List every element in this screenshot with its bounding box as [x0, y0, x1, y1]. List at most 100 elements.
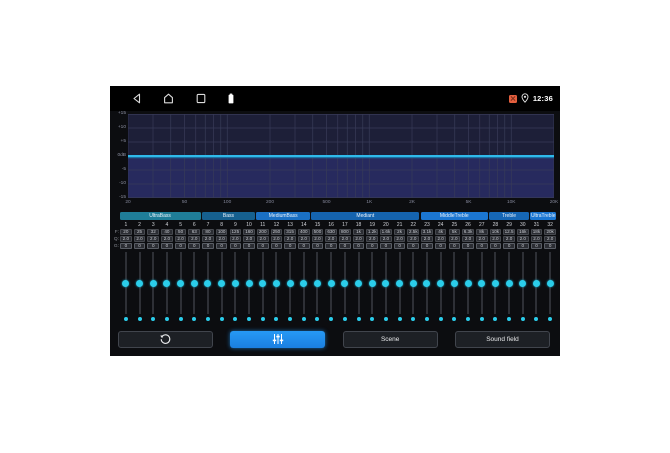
slider-thumb-icon[interactable] — [532, 280, 540, 287]
slider-thumb-icon[interactable] — [177, 280, 185, 287]
band-gain-slider[interactable] — [119, 252, 133, 324]
band-gain-value: 0 — [448, 243, 461, 249]
slider-thumb-icon[interactable] — [478, 280, 486, 287]
slider-thumb-icon[interactable] — [272, 280, 280, 287]
sound-field-button[interactable]: Sound field — [454, 331, 550, 348]
slider-min-dot-icon — [397, 317, 402, 321]
band-gain-slider[interactable] — [530, 252, 544, 324]
band-q-row: 2.0 2.0 2.0 2.0 2.0 2.0 2.0 2.0 2.0 2.0 2.0 2.0 2.0 2… — [119, 236, 557, 242]
slider-thumb-icon[interactable] — [368, 280, 376, 287]
scene-button-label: Scene — [380, 336, 400, 343]
band-number: 18 — [355, 221, 362, 228]
y-axis-tick-label: +15 — [117, 111, 126, 116]
slider-thumb-icon[interactable] — [218, 280, 226, 287]
band-gain-slider[interactable] — [187, 252, 201, 324]
slider-thumb-icon[interactable] — [450, 280, 458, 287]
band-gain-slider[interactable] — [270, 252, 284, 324]
slider-thumb-icon[interactable] — [245, 280, 253, 287]
slider-thumb-icon[interactable] — [204, 280, 212, 287]
slider-thumb-icon[interactable] — [423, 280, 431, 287]
band-gain-slider[interactable] — [379, 252, 393, 324]
slider-thumb-icon[interactable] — [437, 280, 445, 287]
sound-field-button-label: Sound field — [486, 336, 519, 343]
slider-thumb-icon[interactable] — [122, 280, 130, 287]
band-column: 20k — [543, 229, 557, 235]
x-axis-tick-label: 50 — [181, 200, 188, 205]
band-gain-value: 0 — [434, 243, 447, 249]
slider-thumb-icon[interactable] — [505, 280, 513, 287]
band-gain-slider[interactable] — [256, 252, 270, 324]
band-column: 2.5k — [406, 229, 420, 235]
band-gain-slider[interactable] — [283, 252, 297, 324]
band-q-value: 2.0 — [434, 236, 447, 242]
slider-thumb-icon[interactable] — [382, 280, 390, 287]
band-frequency-value: 1k — [352, 229, 365, 235]
home-icon[interactable] — [163, 93, 174, 104]
band-gain-slider[interactable] — [420, 252, 434, 324]
slider-thumb-icon[interactable] — [190, 280, 198, 287]
band-gain-slider[interactable] — [502, 252, 516, 324]
band-gain-slider[interactable] — [406, 252, 420, 324]
slider-thumb-icon[interactable] — [396, 280, 404, 287]
band-gain-slider[interactable] — [461, 252, 475, 324]
band-gain-slider[interactable] — [516, 252, 530, 324]
band-gain-slider[interactable] — [338, 252, 352, 324]
band-gain-value: 0 — [311, 243, 324, 249]
band-q-value: 2.0 — [366, 236, 379, 242]
band-column: 3 — [146, 221, 160, 228]
slider-thumb-icon[interactable] — [259, 280, 267, 287]
band-gain-slider[interactable] — [489, 252, 503, 324]
slider-thumb-icon[interactable] — [327, 280, 335, 287]
band-gain-slider[interactable] — [133, 252, 147, 324]
slider-thumb-icon[interactable] — [491, 280, 499, 287]
band-column: 0 — [270, 243, 284, 249]
slider-thumb-icon[interactable] — [355, 280, 363, 287]
band-gain-slider[interactable] — [365, 252, 379, 324]
band-gain-slider[interactable] — [434, 252, 448, 324]
band-number: 13 — [287, 221, 293, 228]
band-column: 0 — [543, 243, 557, 249]
slider-thumb-icon[interactable] — [300, 280, 308, 287]
band-gain-slider[interactable] — [146, 252, 160, 324]
band-group-treble: Treble — [489, 212, 529, 220]
scene-button[interactable]: Scene — [342, 331, 438, 348]
slider-thumb-icon[interactable] — [519, 280, 527, 287]
band-q-value: 2.0 — [325, 236, 337, 242]
back-icon[interactable] — [132, 93, 141, 104]
equalizer-button[interactable] — [230, 331, 326, 348]
band-gain-slider[interactable] — [475, 252, 489, 324]
band-gain-slider[interactable] — [201, 252, 215, 324]
band-gain-slider[interactable] — [448, 252, 462, 324]
band-column: 0 — [146, 243, 160, 249]
slider-thumb-icon[interactable] — [286, 280, 294, 287]
band-gain-slider[interactable] — [215, 252, 229, 324]
band-slider-row — [119, 252, 557, 324]
band-column: 18k — [530, 229, 544, 235]
band-gain-slider[interactable] — [174, 252, 188, 324]
band-gain-slider[interactable] — [543, 252, 557, 324]
slider-thumb-icon[interactable] — [149, 280, 157, 287]
band-gain-slider[interactable] — [324, 252, 338, 324]
reset-button[interactable] — [118, 331, 213, 348]
band-gain-slider[interactable] — [229, 252, 243, 324]
recents-icon[interactable] — [196, 93, 206, 104]
slider-thumb-icon[interactable] — [313, 280, 321, 287]
band-gain-slider[interactable] — [311, 252, 325, 324]
slider-min-dot-icon — [370, 317, 375, 321]
band-gain-slider[interactable] — [352, 252, 366, 324]
slider-thumb-icon[interactable] — [341, 280, 349, 287]
band-gain-slider[interactable] — [393, 252, 407, 324]
band-column: 10k — [489, 229, 503, 235]
band-gain-slider[interactable] — [297, 252, 311, 324]
band-column: 2.0 — [283, 236, 297, 242]
location-icon — [521, 90, 529, 108]
band-gain-slider[interactable] — [242, 252, 256, 324]
slider-thumb-icon[interactable] — [231, 280, 239, 287]
slider-thumb-icon[interactable] — [464, 280, 472, 287]
slider-thumb-icon[interactable] — [409, 280, 417, 287]
slider-thumb-icon[interactable] — [136, 280, 144, 287]
band-number: 32 — [547, 221, 553, 228]
slider-thumb-icon[interactable] — [163, 280, 171, 287]
band-gain-slider[interactable] — [160, 252, 174, 324]
slider-thumb-icon[interactable] — [546, 280, 554, 287]
